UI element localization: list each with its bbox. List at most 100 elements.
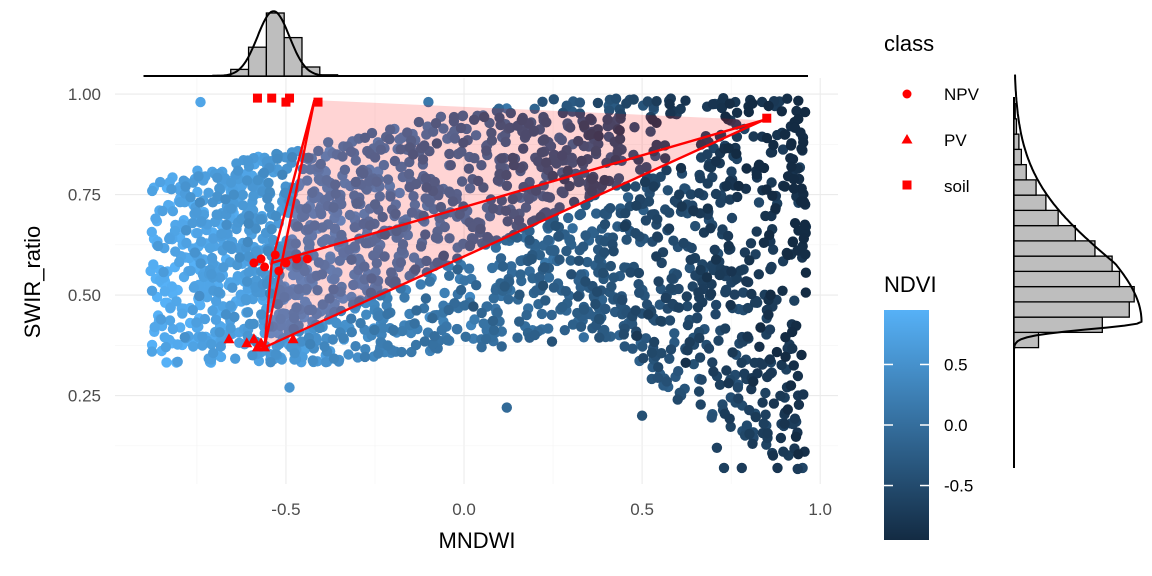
data-point (738, 287, 749, 298)
data-point (637, 341, 648, 352)
data-point (234, 252, 245, 263)
data-point (373, 348, 384, 359)
simplex-line (270, 99, 316, 264)
marginal-top-density (143, 10, 322, 77)
npv-marker (274, 266, 284, 276)
data-point (187, 217, 198, 229)
data-point (627, 343, 638, 354)
data-point (789, 295, 800, 306)
data-point (760, 409, 771, 420)
data-point (619, 221, 631, 232)
data-point (212, 172, 223, 183)
data-point (790, 431, 802, 442)
data-point (710, 254, 722, 265)
data-point (221, 219, 232, 230)
data-point (411, 305, 422, 316)
data-point (476, 160, 487, 171)
data-point (299, 265, 310, 277)
data-point (272, 299, 284, 310)
data-point (799, 219, 811, 230)
data-point (304, 238, 315, 250)
data-point (529, 329, 540, 341)
data-point (664, 99, 675, 110)
data-point (204, 242, 216, 254)
data-point (646, 347, 658, 358)
data-point (764, 229, 775, 241)
data-point (480, 334, 492, 345)
data-point (364, 176, 375, 187)
data-point (764, 354, 776, 365)
data-point (651, 251, 662, 262)
data-point (495, 253, 507, 264)
npv-marker (281, 258, 291, 268)
data-point (250, 223, 262, 234)
data-point (665, 108, 676, 119)
data-point (619, 341, 630, 352)
data-point (578, 332, 589, 343)
data-point (707, 357, 718, 368)
data-point (789, 218, 801, 229)
data-point (427, 313, 438, 324)
data-point (229, 311, 240, 323)
data-point (618, 329, 629, 340)
data-point (566, 269, 577, 280)
data-point (593, 130, 604, 142)
pv-marker (251, 341, 263, 352)
data-point (580, 230, 591, 241)
data-point (669, 328, 680, 339)
data-point (758, 418, 769, 429)
data-point (695, 173, 706, 184)
data-point (767, 244, 779, 255)
data-point (559, 325, 570, 336)
data-point (195, 300, 206, 311)
data-point (707, 99, 719, 110)
data-point (648, 181, 659, 192)
data-point (496, 153, 507, 164)
data-point (444, 233, 455, 244)
data-point (307, 355, 318, 366)
data-point (194, 197, 206, 208)
data-point (429, 331, 440, 342)
data-point (793, 449, 804, 460)
data-point (554, 254, 565, 265)
data-point (291, 302, 302, 313)
data-point (540, 295, 551, 306)
data-point (349, 241, 360, 252)
data-point (695, 399, 706, 410)
data-point (541, 157, 552, 168)
data-point (315, 158, 326, 170)
data-point (748, 376, 759, 387)
data-point (313, 257, 325, 268)
data-point (451, 323, 463, 335)
data-point (631, 200, 642, 211)
data-point (726, 166, 737, 177)
npv-marker (270, 250, 280, 260)
data-point (403, 168, 415, 180)
data-point (744, 428, 755, 440)
data-point (636, 410, 648, 421)
marginal-histogram-mndwi (143, 10, 808, 77)
data-point (218, 262, 229, 273)
data-point (214, 327, 225, 338)
data-point (500, 136, 511, 148)
data-point (547, 170, 558, 182)
data-point (415, 279, 426, 290)
data-point (796, 349, 807, 361)
data-point (733, 393, 744, 404)
data-point (718, 462, 730, 474)
data-point (435, 201, 447, 213)
data-point (164, 233, 175, 245)
data-point (684, 336, 695, 348)
data-point (561, 245, 572, 257)
simplex-line (263, 262, 273, 348)
data-point (787, 236, 799, 247)
data-point (152, 240, 164, 252)
data-point (573, 135, 584, 147)
data-point (307, 187, 318, 198)
marginal-right-bar (1013, 209, 1059, 227)
data-point (350, 176, 362, 188)
data-point (543, 234, 554, 246)
data-point (455, 284, 467, 296)
data-point (390, 276, 401, 287)
